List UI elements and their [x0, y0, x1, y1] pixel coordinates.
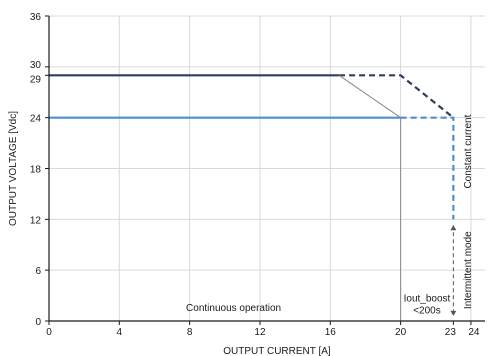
annotation-text: <200s	[413, 305, 441, 316]
y-axis-label: OUTPUT VOLTAGE [Vdc]	[8, 111, 19, 226]
arrowhead-down	[450, 310, 457, 316]
series-line-2	[339, 74, 455, 119]
arrowhead-up	[450, 225, 457, 231]
annotation-text: Iout_boost	[404, 294, 451, 305]
y-tick-label: 24	[30, 114, 42, 125]
annotation-text: Continuous operation	[186, 303, 281, 314]
x-tick-label: 20	[395, 327, 407, 338]
y-tick-label: 0	[35, 317, 41, 328]
x-tick-label: 24	[468, 327, 480, 338]
x-tick-label: 16	[325, 327, 337, 338]
y-tick-label: 36	[30, 12, 42, 23]
tick-labels: 0 4 8 12 16 20 23 24 0 6 12 18 24 29 30 36	[30, 12, 480, 338]
y-tick-label: 29	[30, 74, 42, 85]
y-tick-label: 30	[30, 60, 42, 71]
y-tick-label: 6	[35, 266, 41, 277]
x-axis-label: OUTPUT CURRENT [A]	[223, 346, 331, 356]
x-tick-label: 4	[117, 327, 123, 338]
x-tick-label: 0	[46, 327, 52, 338]
annotation-text: Constant current	[463, 114, 474, 188]
y-tick-label: 18	[30, 165, 42, 176]
x-tick-label: 8	[187, 327, 193, 338]
gridlines	[48, 15, 485, 321]
series-line-5	[338, 74, 402, 321]
series-group	[49, 74, 455, 321]
x-tick-label: 12	[254, 327, 266, 338]
annotation-text: Intermittent mode	[463, 231, 474, 309]
series-line-4	[400, 116, 455, 220]
axes	[45, 15, 485, 325]
x-tick-label: 23	[445, 327, 457, 338]
annotations: Continuous operation Iout_boost<200s Const…	[186, 114, 474, 316]
interval-markers	[450, 225, 457, 316]
y-tick-label: 12	[30, 215, 42, 226]
